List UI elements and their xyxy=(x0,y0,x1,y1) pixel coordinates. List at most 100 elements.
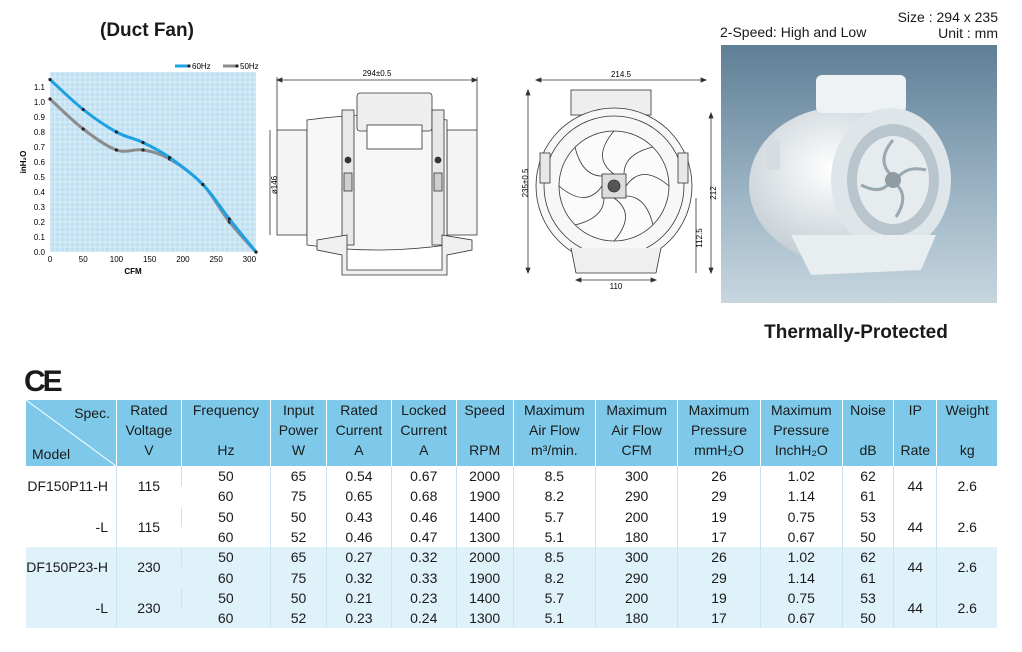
spec-model-header: Spec. Model xyxy=(26,400,117,466)
legend-label: 50Hz xyxy=(240,62,259,71)
legend-marker xyxy=(235,64,239,68)
noise-cell: 61 xyxy=(841,567,894,588)
x-tick-label: 250 xyxy=(209,255,223,264)
value-cell: 8.5 xyxy=(512,547,596,568)
value-cell: 1300 xyxy=(455,608,514,629)
legend-label: 60Hz xyxy=(192,62,211,71)
value-cell: 50 xyxy=(180,547,271,568)
value-cell: 290 xyxy=(594,567,678,588)
table-header-row: Spec. Model Rated Voltage V Frequency Hz Inp… xyxy=(26,400,997,466)
value-cell: 1400 xyxy=(455,587,514,609)
value-cell: 26 xyxy=(677,466,761,487)
x-tick-label: 0 xyxy=(48,255,53,264)
side-view-drawing: 294±0.5 ø146 xyxy=(269,69,479,276)
header-line: Noise xyxy=(850,402,886,418)
ip-cell: 44 xyxy=(893,547,937,588)
header-col-6: Maximum Air Flow m³/min. xyxy=(512,400,596,466)
model-cell: DF150P11-H xyxy=(26,466,117,507)
value-cell: 0.65 xyxy=(326,486,392,507)
diameter-dimension: ø146 xyxy=(270,175,279,194)
noise-cell: 50 xyxy=(841,608,894,629)
value-cell: 52 xyxy=(270,608,327,629)
value-cell: 60 xyxy=(181,486,271,507)
value-cell: 0.23 xyxy=(326,608,392,629)
header-line: Speed xyxy=(464,402,505,418)
value-cell: 75 xyxy=(270,486,327,507)
x-tick-label: 150 xyxy=(143,255,157,264)
legend-marker xyxy=(187,64,191,68)
header-line: Locked xyxy=(401,402,447,418)
header-line: Pressure xyxy=(690,422,747,438)
header-line: W xyxy=(291,442,306,458)
value-cell: 0.46 xyxy=(326,526,392,548)
y-tick-label: 0.1 xyxy=(34,233,46,242)
value-cell: 65 xyxy=(270,547,327,568)
ip-cell: 44 xyxy=(893,587,937,629)
center-dimension: 112.5 xyxy=(695,228,704,248)
value-cell: 0.21 xyxy=(326,587,392,609)
value-cell: 65 xyxy=(270,466,327,487)
value-cell: 8.2 xyxy=(512,567,596,588)
header-line: A xyxy=(354,442,364,458)
weight-cell: 2.6 xyxy=(936,506,997,548)
header-line: Air Flow xyxy=(529,422,580,438)
value-cell: 5.7 xyxy=(512,587,596,609)
header-line: Voltage xyxy=(125,422,173,438)
spec-label: Spec. xyxy=(74,405,110,421)
value-cell: 60 xyxy=(181,567,271,588)
y-tick-label: 0.2 xyxy=(34,218,46,227)
data-point xyxy=(81,127,85,131)
y-tick-label: 0.8 xyxy=(34,128,46,137)
value-cell: 50 xyxy=(180,466,271,487)
header-col-11: IP Rate xyxy=(893,400,937,466)
voltage-cell: 115 xyxy=(116,506,182,548)
value-cell: 0.43 xyxy=(326,506,392,527)
data-point xyxy=(114,130,119,134)
value-cell: 19 xyxy=(677,506,761,527)
weight-cell: 2.6 xyxy=(936,547,997,588)
header-col-2: Input Power W xyxy=(270,400,327,466)
header-col-5: Speed RPM xyxy=(455,400,514,466)
value-cell: 200 xyxy=(594,587,678,609)
value-cell: 0.54 xyxy=(326,466,392,487)
value-cell: 0.33 xyxy=(390,567,457,588)
table-row: DF150P23-H 230 50 65 0.27 0.32 2000 8.5 300 26 1.0… xyxy=(26,547,997,588)
value-cell: 0.75 xyxy=(759,587,843,609)
x-tick-label: 200 xyxy=(176,255,190,264)
data-point xyxy=(141,148,145,152)
value-cell: 0.67 xyxy=(759,526,843,548)
value-cell: 180 xyxy=(594,526,678,548)
value-cell: 5.1 xyxy=(512,608,596,629)
table-row: 60 75 0.65 0.68 1900 8.2 290 29 1.14 61 xyxy=(26,486,997,507)
value-cell: 0.23 xyxy=(390,587,457,609)
header-line: Maximum xyxy=(606,402,667,418)
value-cell: 0.32 xyxy=(326,567,392,588)
value-cell: 17 xyxy=(677,526,761,548)
value-cell: 0.24 xyxy=(390,608,457,629)
value-cell: 180 xyxy=(594,608,678,629)
weight-cell: 2.6 xyxy=(936,466,997,507)
y-tick-label: 0.0 xyxy=(34,248,46,257)
header-line: Weight xyxy=(945,402,989,418)
right-dimension: 212 xyxy=(709,186,718,200)
value-cell: 0.46 xyxy=(390,506,457,527)
value-cell: 290 xyxy=(594,486,678,507)
table-row: 60 52 0.46 0.47 1300 5.1 180 17 0.67 50 xyxy=(26,526,997,548)
header-line xyxy=(459,420,511,440)
value-cell: 29 xyxy=(677,567,761,588)
header-line: dB xyxy=(859,442,877,458)
table-row: 60 52 0.23 0.24 1300 5.1 180 17 0.67 50 xyxy=(26,608,997,629)
header-line: Maximum xyxy=(688,402,750,418)
header-col-12: Weight kg xyxy=(936,400,997,466)
header-line: Rated xyxy=(130,402,168,418)
header-line xyxy=(184,420,268,440)
value-cell: 50 xyxy=(270,587,327,609)
page-title: (Duct Fan) xyxy=(100,20,194,41)
value-cell: 75 xyxy=(270,567,327,588)
table-row: -L 115 50 50 0.43 0.46 1400 5.7 200 19 0.75 53 44 2.6 xyxy=(26,506,997,548)
height-dimension: 235±0.5 xyxy=(521,168,530,197)
data-point xyxy=(254,250,258,254)
value-cell: 50 xyxy=(270,506,327,527)
header-col-7: Maximum Air Flow CFM xyxy=(594,400,678,466)
product-photo xyxy=(721,45,997,303)
